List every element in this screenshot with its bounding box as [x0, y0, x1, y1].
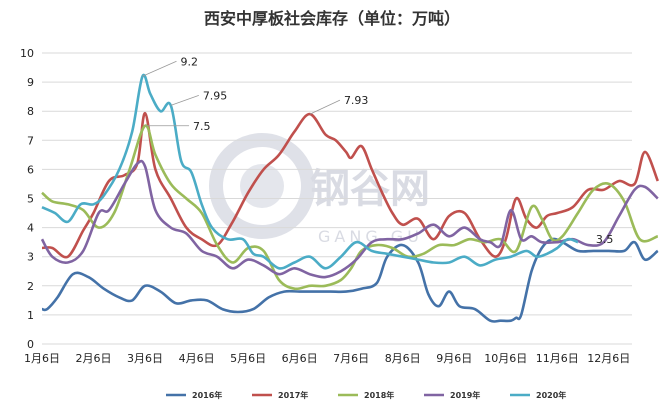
series-line-1: [41, 111, 660, 259]
x-tick-label: 1月6日: [24, 352, 60, 365]
series-line-0: [41, 237, 659, 323]
x-tick-label: 5月6日: [230, 352, 266, 365]
y-tick-label: 8: [27, 105, 34, 118]
x-tick-label: 11月6日: [536, 352, 579, 365]
series-lines: [40, 73, 660, 323]
legend-label: 2017年: [278, 390, 308, 400]
x-tick-label: 6月6日: [282, 352, 318, 365]
legend-label: 2018年: [364, 390, 394, 400]
legend-label: 2020年: [536, 390, 566, 400]
legend-label: 2019年: [450, 390, 480, 400]
annotation-leader: [170, 95, 199, 106]
legend-label: 2016年: [192, 390, 222, 400]
data-label: 7.5: [193, 120, 211, 133]
y-tick-label: 9: [27, 76, 34, 89]
y-tick-label: 6: [27, 163, 34, 176]
x-tick-label: 12月6日: [587, 352, 630, 365]
y-tick-label: 2: [27, 280, 34, 293]
legend: 2016年 2017年 2018年 2019年 2020年: [166, 390, 566, 400]
annotation-leader: [309, 99, 341, 115]
series-line-4: [41, 73, 579, 270]
watermark-brand: 钢谷网: [310, 166, 430, 212]
watermark-sub: GANG GU: [318, 227, 423, 246]
y-tick-label: 3: [27, 251, 34, 264]
x-tick-label: 7月6日: [333, 352, 369, 365]
y-axis-ticks: 0 1 2 3 4 5 6 7 8 9 10: [20, 47, 34, 351]
x-tick-label: 2月6日: [76, 352, 112, 365]
y-tick-label: 4: [27, 222, 34, 235]
series-line-3: [40, 159, 659, 279]
x-tick-label: 10月6日: [484, 352, 527, 365]
y-tick-label: 5: [27, 193, 34, 206]
annotation-leader: [142, 60, 177, 77]
x-tick-label: 3月6日: [127, 352, 163, 365]
x-tick-label: 4月6日: [179, 352, 215, 365]
x-tick-label: 9月6日: [436, 352, 472, 365]
chart-title: 西安中厚板社会库存（单位：万吨）: [204, 9, 460, 28]
data-label: 7.93: [344, 94, 369, 107]
data-label: 3.5: [596, 233, 614, 246]
x-axis-ticks: 1月6日 2月6日 3月6日 4月6日 5月6日 6月6日 7月6日 8月6日 9月6日 10月6…: [24, 352, 630, 365]
data-label: 9.2: [180, 55, 198, 68]
y-tick-label: 10: [20, 47, 34, 60]
y-tick-label: 0: [27, 338, 34, 351]
y-tick-label: 7: [27, 134, 34, 147]
data-label: 7.95: [203, 89, 228, 102]
x-tick-label: 8月6日: [385, 352, 421, 365]
y-tick-label: 1: [27, 309, 34, 322]
annotations: 9.2 7.95 7.5 7.93 3.5: [142, 55, 613, 246]
